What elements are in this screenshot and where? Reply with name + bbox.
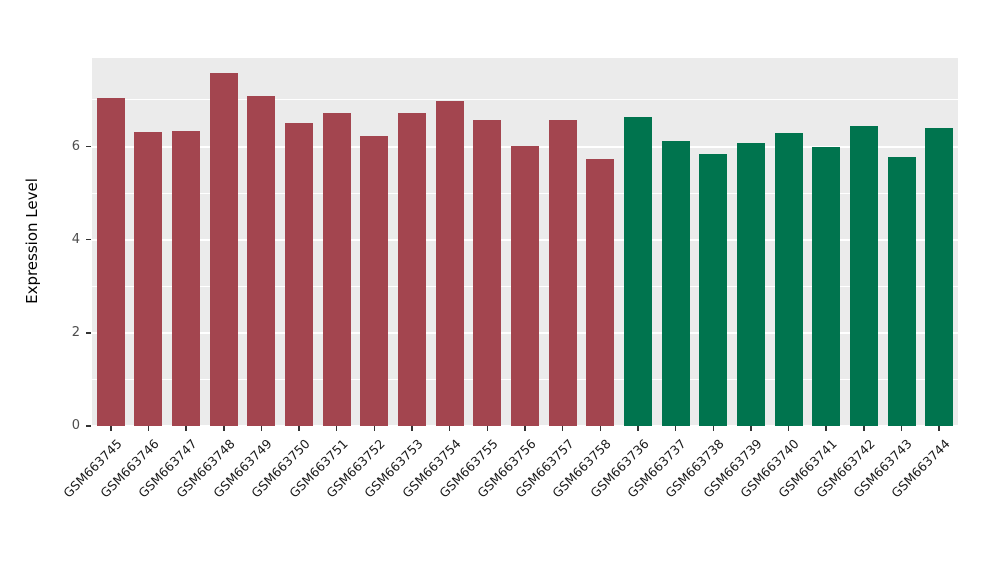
y-tick-label: 0 bbox=[71, 418, 80, 433]
x-tick-mark bbox=[863, 426, 865, 431]
x-tick-mark bbox=[335, 426, 338, 431]
bar-GSM663745 bbox=[97, 98, 125, 426]
x-tick-mark bbox=[373, 426, 376, 431]
x-tick-mark bbox=[524, 426, 526, 431]
x-tick-mark bbox=[260, 426, 263, 431]
bar-GSM663748 bbox=[210, 73, 238, 426]
bar-GSM663743 bbox=[888, 157, 916, 426]
y-tick-mark bbox=[86, 145, 91, 148]
bar-GSM663753 bbox=[398, 113, 426, 426]
x-tick-mark bbox=[411, 426, 413, 431]
x-tick-mark bbox=[147, 426, 150, 431]
bar-GSM663756 bbox=[511, 146, 539, 426]
y-tick-label: 6 bbox=[71, 138, 80, 154]
bar-GSM663757 bbox=[549, 120, 577, 426]
x-tick-mark bbox=[750, 426, 752, 431]
y-tick-mark bbox=[86, 425, 91, 427]
bar-GSM663738 bbox=[699, 154, 727, 426]
bar-GSM663736 bbox=[624, 117, 652, 426]
x-tick-mark bbox=[787, 426, 790, 431]
bar-GSM663758 bbox=[586, 159, 614, 426]
y-tick-label: 4 bbox=[71, 231, 80, 247]
x-tick-mark bbox=[448, 426, 451, 431]
x-tick-mark bbox=[900, 426, 903, 431]
x-tick-mark bbox=[599, 426, 602, 431]
bar-GSM663740 bbox=[775, 133, 803, 426]
bar-GSM663751 bbox=[323, 113, 351, 426]
bar-GSM663747 bbox=[172, 131, 200, 426]
bar-GSM663739 bbox=[737, 143, 765, 426]
x-tick-mark bbox=[561, 426, 564, 431]
x-tick-mark bbox=[674, 426, 677, 431]
y-axis-title: Expression Level bbox=[23, 178, 41, 304]
bar-GSM663746 bbox=[134, 132, 162, 426]
bar-GSM663737 bbox=[662, 141, 690, 426]
plot-panel bbox=[92, 58, 958, 427]
bar-GSM663742 bbox=[850, 126, 878, 426]
bar-GSM663755 bbox=[473, 120, 501, 426]
x-tick-mark bbox=[298, 426, 300, 431]
gridline-minor bbox=[92, 99, 958, 101]
bar-GSM663750 bbox=[285, 123, 313, 426]
x-tick-mark bbox=[712, 426, 714, 431]
x-tick-mark bbox=[223, 426, 225, 431]
bar-GSM663741 bbox=[812, 147, 840, 426]
bar-GSM663744 bbox=[925, 128, 953, 426]
x-tick-mark bbox=[938, 426, 940, 431]
x-tick-mark bbox=[486, 426, 489, 431]
x-tick-mark bbox=[825, 426, 827, 431]
y-tick-mark bbox=[86, 332, 91, 334]
x-tick-mark bbox=[637, 426, 639, 431]
x-tick-mark bbox=[110, 426, 112, 431]
bar-GSM663752 bbox=[360, 136, 388, 426]
x-tick-mark bbox=[185, 426, 187, 431]
y-tick-label: 2 bbox=[71, 324, 80, 340]
bar-GSM663754 bbox=[436, 101, 464, 426]
y-tick-mark bbox=[86, 238, 91, 241]
bar-GSM663749 bbox=[247, 96, 275, 426]
